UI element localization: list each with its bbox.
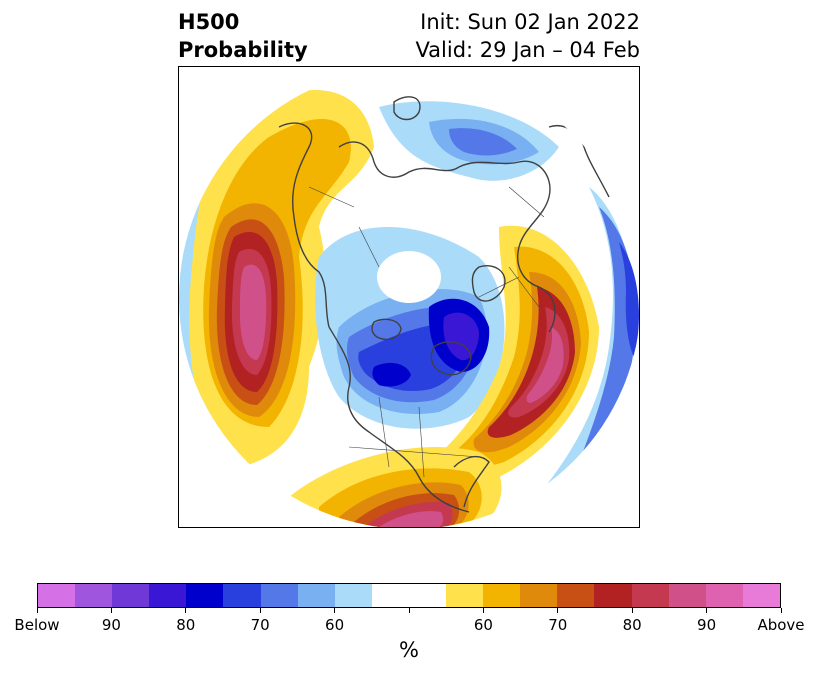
colorbar-tick-label: 80 <box>176 616 196 634</box>
colorbar-tick <box>110 608 112 613</box>
colorbar-cell <box>742 584 780 607</box>
colorbar-tick-label: 90 <box>101 616 121 634</box>
colorbar-tick <box>631 608 633 613</box>
below-anomaly-central <box>315 227 505 429</box>
colorbar-tick-label: 60 <box>325 616 345 634</box>
colorbar-cell <box>668 584 706 607</box>
colorbar-cell <box>260 584 298 607</box>
coastlines <box>278 96 610 513</box>
colorbar-tick <box>334 608 336 613</box>
colorbar-cell <box>520 584 558 607</box>
colorbar <box>37 583 781 608</box>
title-right: Init: Sun 02 Jan 2022 Valid: 29 Jan – 04… <box>415 8 640 64</box>
colorbar-cell <box>112 584 150 607</box>
colorbar-tick-label: 80 <box>622 616 642 634</box>
colorbar-cell <box>186 584 224 607</box>
colorbar-tick <box>482 608 484 613</box>
colorbar-cell <box>408 584 447 607</box>
valid-period: Valid: 29 Jan – 04 Feb <box>415 38 640 62</box>
colorbar-tick-label: 70 <box>250 616 270 634</box>
colorbar-cell <box>705 584 743 607</box>
colorbar-cell <box>371 584 409 607</box>
colorbar-cell <box>446 584 484 607</box>
colorbar-tick <box>259 608 261 613</box>
colorbar-cell <box>297 584 335 607</box>
colorbar-tick <box>706 608 708 613</box>
colorbar-tick <box>780 608 782 613</box>
colorbar-cell <box>334 584 372 607</box>
init-time: Init: Sun 02 Jan 2022 <box>420 10 640 34</box>
colorbar-tick-label: Below <box>14 616 60 634</box>
colorbar-tick <box>557 608 559 613</box>
colorbar-cell <box>149 584 187 607</box>
colorbar-cell <box>631 584 669 607</box>
colorbar-unit-label: % <box>399 638 419 662</box>
colorbar-cell <box>483 584 521 607</box>
title-field: H500 <box>178 10 240 34</box>
title-left: H500 Probability <box>178 8 308 64</box>
borders <box>308 186 545 478</box>
colorbar-tick <box>185 608 187 613</box>
probability-map <box>178 66 640 528</box>
below-anomaly-north <box>379 101 559 181</box>
title-product: Probability <box>178 38 308 62</box>
above-anomaly-south <box>289 447 502 527</box>
colorbar-tick-label: 70 <box>548 616 568 634</box>
colorbar-cell <box>594 584 632 607</box>
colorbar-cell <box>75 584 113 607</box>
colorbar-cell <box>223 584 261 607</box>
colorbar-tick-label: 60 <box>473 616 493 634</box>
colorbar-tick-label: 90 <box>697 616 717 634</box>
polar-map-svg <box>179 67 639 527</box>
colorbar-cell <box>38 584 76 607</box>
colorbar-tick-label: Above <box>757 616 805 634</box>
colorbar-tick <box>36 608 38 613</box>
colorbar-tick <box>408 608 410 613</box>
above-anomaly-west <box>189 89 374 468</box>
colorbar-cell <box>557 584 595 607</box>
